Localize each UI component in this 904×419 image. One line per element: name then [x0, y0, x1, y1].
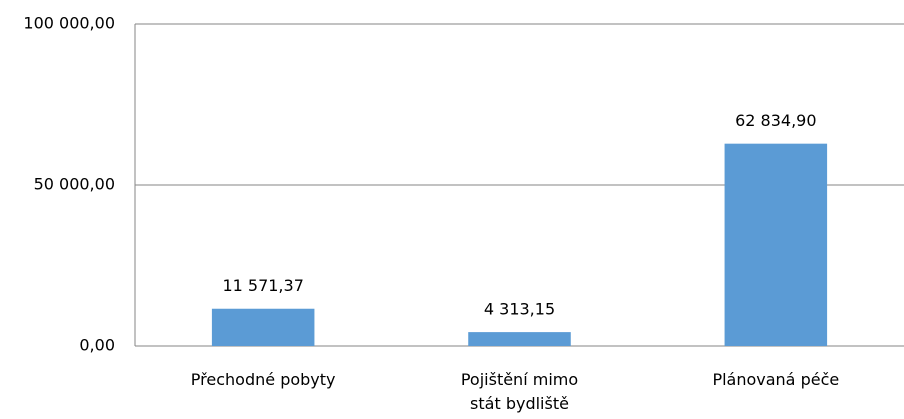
x-tick-label: Plánovaná péče	[712, 370, 840, 389]
x-tick-label: Pojištění mimo stát bydliště	[460, 370, 579, 413]
x-tick-label: Přechodné pobyty	[190, 370, 336, 389]
bar	[211, 308, 315, 346]
y-tick-label: 50 000,00	[34, 175, 115, 194]
y-tick-label: 100 000,00	[23, 14, 115, 33]
data-label: 4 313,15	[484, 300, 555, 319]
data-label: 11 571,37	[222, 276, 303, 295]
bar	[468, 332, 571, 346]
bar	[724, 143, 828, 346]
y-tick-label: 0,00	[79, 336, 115, 355]
data-label: 62 834,90	[735, 111, 816, 130]
